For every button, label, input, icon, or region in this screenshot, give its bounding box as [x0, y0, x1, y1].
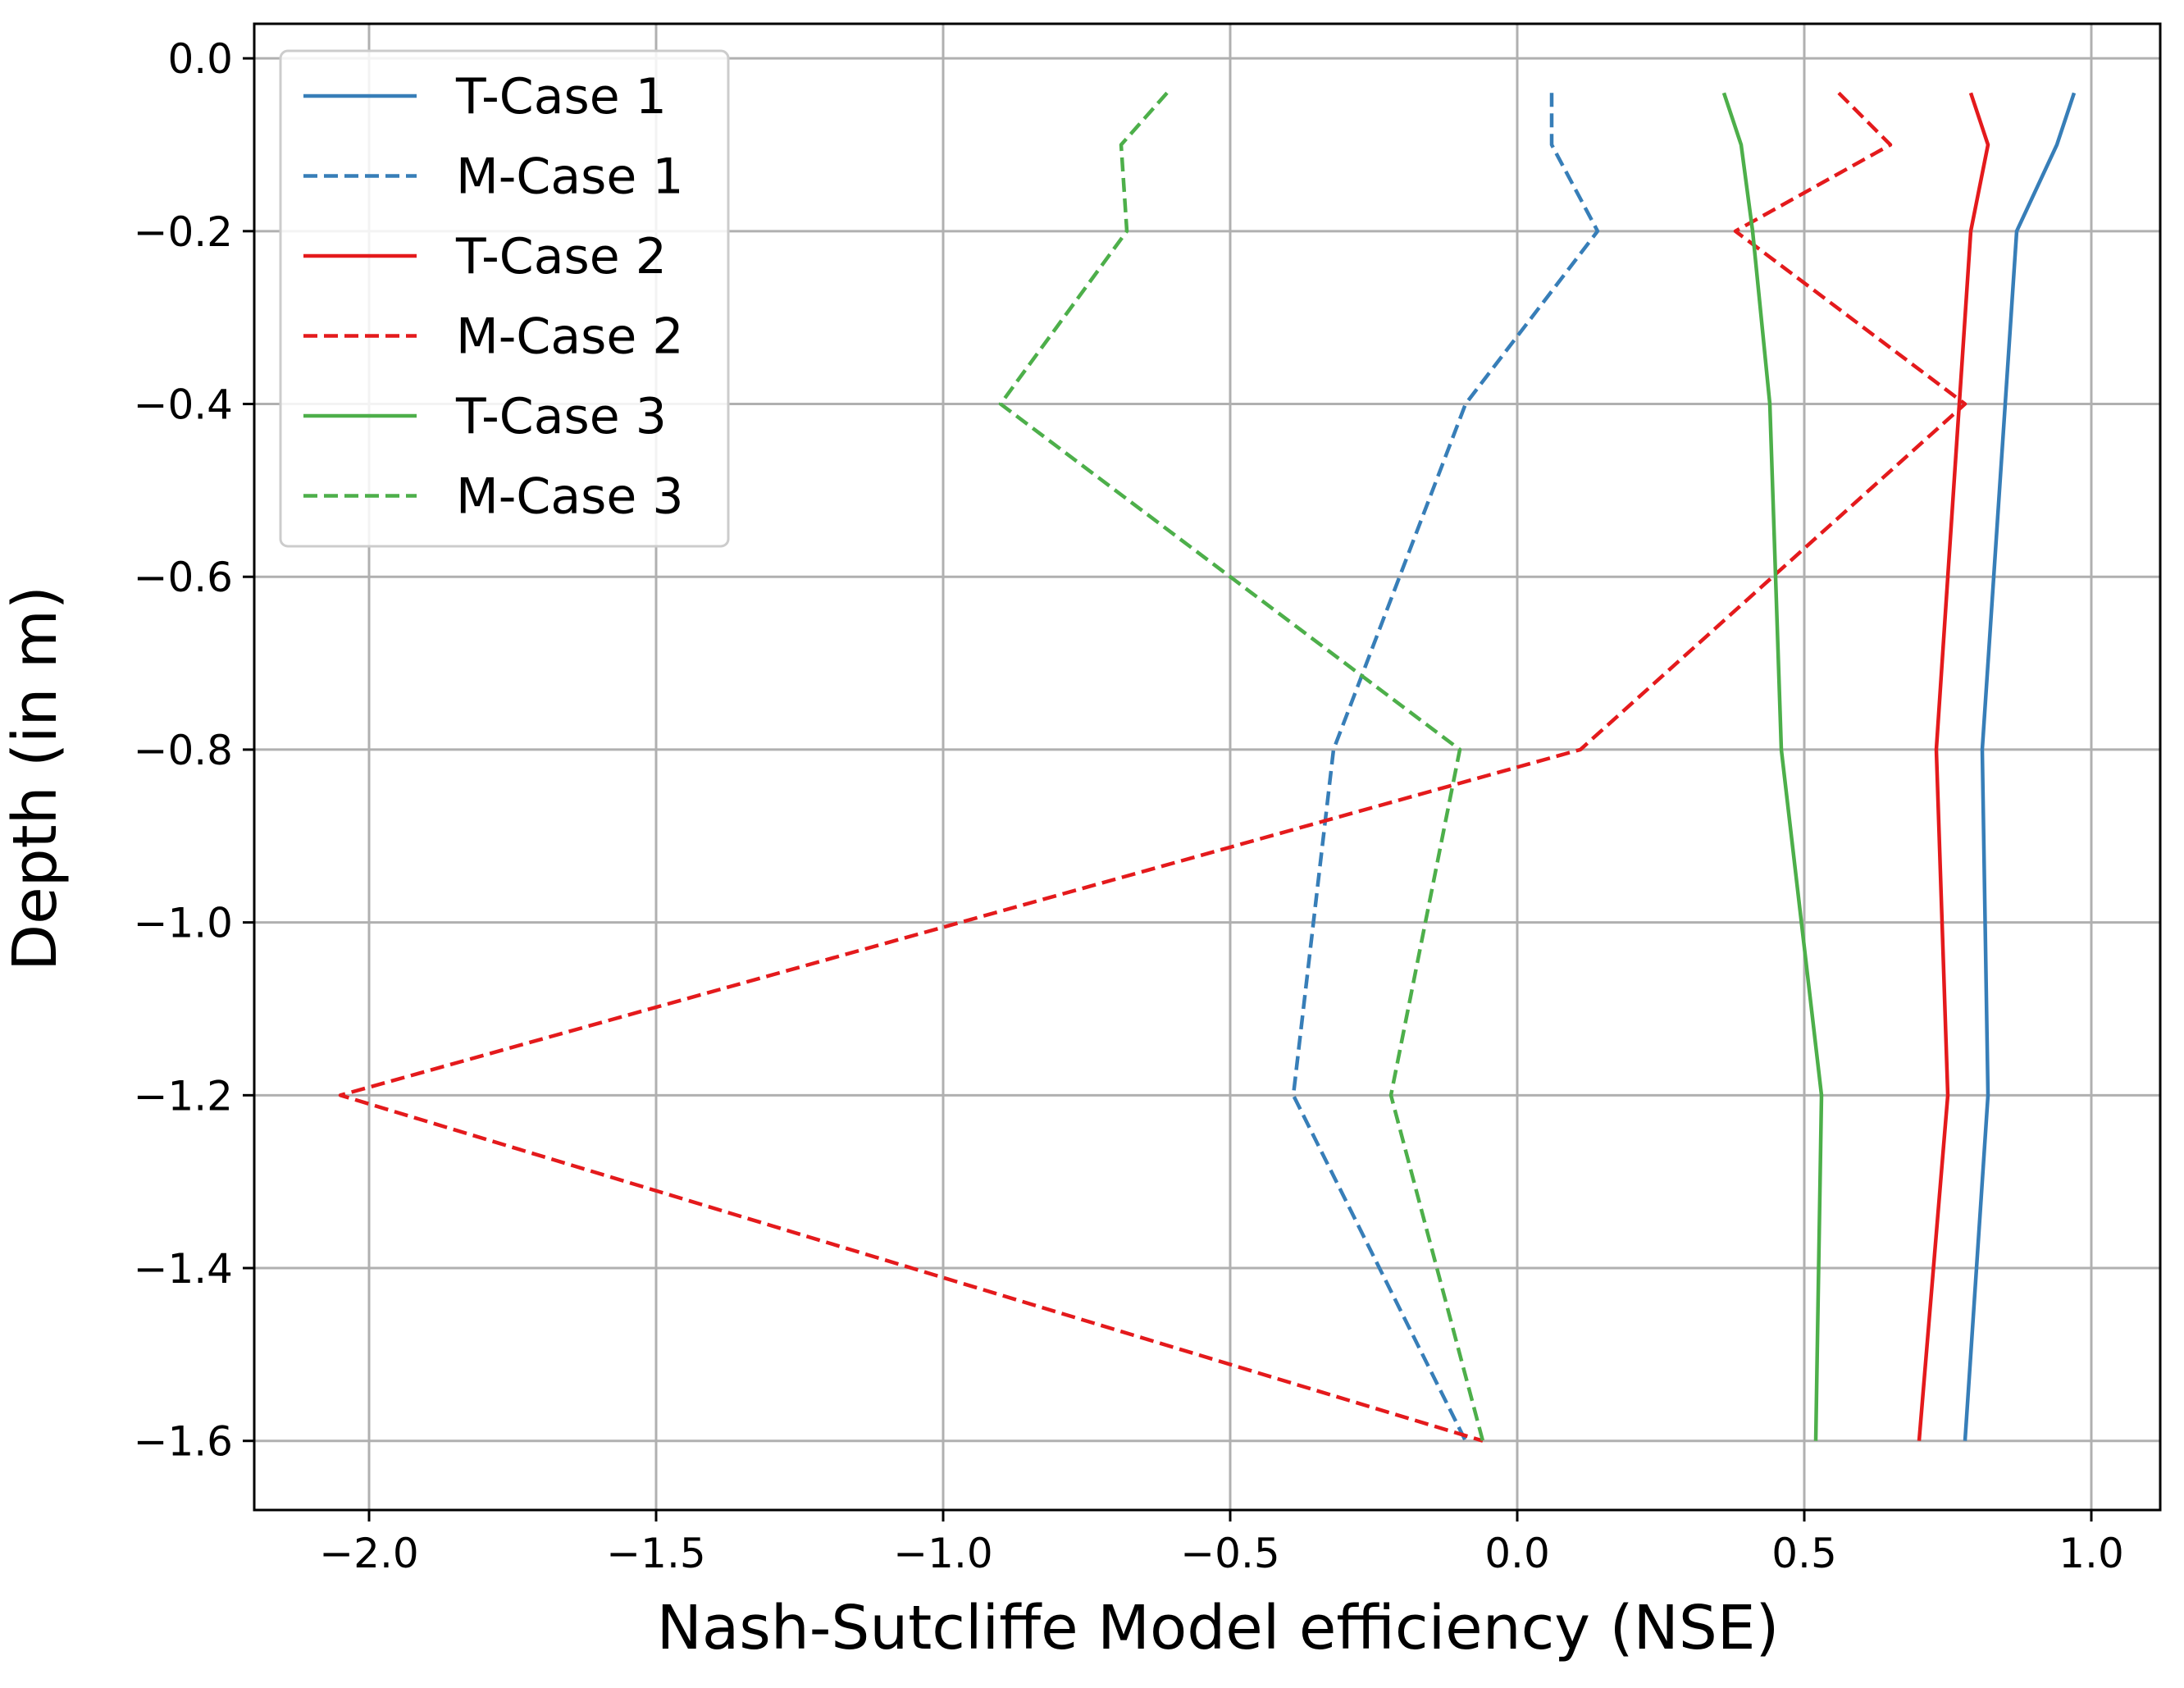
y-tick-label: 0.0	[167, 35, 233, 83]
y-tick-label: −1.2	[134, 1072, 233, 1120]
series-line-m-case-1	[1291, 93, 1600, 1442]
series-line-m-case-2	[338, 91, 1967, 1443]
y-tick-label: −0.6	[134, 554, 233, 601]
y-tick-label: −0.2	[134, 208, 233, 256]
series-lines	[338, 91, 2077, 1443]
series-line-t-case-1	[1963, 92, 2077, 1441]
y-tick-label: −1.0	[134, 900, 233, 947]
y-tick-label: −1.6	[134, 1418, 233, 1466]
y-axis-title: Depth (in m)	[0, 586, 71, 971]
legend-label: M-Case 1	[456, 148, 684, 206]
y-tick-label: −0.8	[134, 727, 233, 774]
series-line-m-case-3	[998, 91, 1485, 1442]
legend-label: T-Case 2	[455, 228, 667, 285]
axis-ticks	[243, 57, 2093, 1521]
x-tick-label: −2.0	[319, 1530, 418, 1577]
legend: T-Case 1 M-Case 1 T-Case 2 M-Case 2 T-Case 3…	[279, 49, 730, 548]
x-axis-title: Nash-Sutcliffe Model efficiency (NSE)	[657, 1593, 1780, 1663]
x-tick-label: 1.0	[2059, 1530, 2124, 1577]
series-line-t-case-2	[1917, 92, 1990, 1441]
legend-label: M-Case 3	[456, 468, 684, 526]
x-tick-label: 0.0	[1484, 1530, 1550, 1577]
series-line-t-case-3	[1721, 92, 1824, 1441]
x-tick-label: −1.5	[606, 1530, 705, 1577]
plot-frame	[253, 22, 2162, 1512]
x-tick-label: −1.0	[893, 1530, 992, 1577]
legend-label: T-Case 3	[455, 388, 667, 445]
y-tick-label: −0.4	[134, 381, 233, 429]
legend-label: T-Case 1	[455, 68, 667, 125]
x-tick-label: −0.5	[1180, 1530, 1279, 1577]
y-tick-labels: 0.0 −0.2 −0.4 −0.6 −0.8 −1.0 −1.2 −1.4 −1.6	[134, 35, 233, 1466]
x-tick-label: 0.5	[1771, 1530, 1837, 1577]
legend-label: M-Case 2	[456, 308, 684, 366]
y-tick-label: −1.4	[134, 1245, 233, 1293]
x-tick-labels: −2.0 −1.5 −1.0 −0.5 0.0 0.5 1.0	[319, 1530, 2123, 1577]
